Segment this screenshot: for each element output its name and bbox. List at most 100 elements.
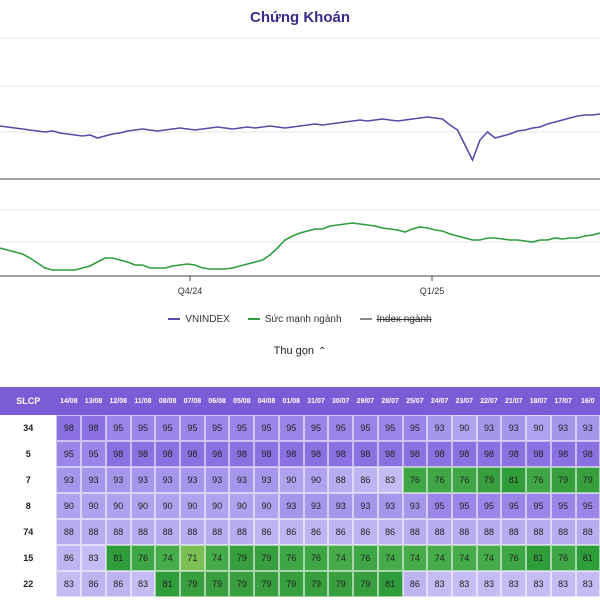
strength-cell: 95 (105, 415, 131, 441)
strength-cell: 74 (204, 545, 230, 571)
strength-cell: 93 (328, 493, 354, 519)
column-header-date: 22/07 (476, 387, 502, 415)
strength-cell: 93 (180, 467, 205, 493)
slcp-cell: 7 (0, 467, 57, 493)
strength-cell: 90 (278, 467, 304, 493)
strength-cell: 88 (130, 519, 156, 545)
strength-cell: 93 (254, 467, 279, 493)
strength-cell: 88 (402, 519, 428, 545)
strength-cell: 83 (81, 545, 106, 571)
column-header-date: 30/07 (328, 387, 354, 415)
table-row: 22 83 86 86 83 81 79 79 79 79 79 79 79 79 81 86 83 83 83 83… (0, 571, 600, 597)
column-header-date: 08/08 (155, 387, 181, 415)
strength-cell: 74 (377, 545, 403, 571)
column-header-date: 31/07 (303, 387, 329, 415)
strength-cell: 74 (427, 545, 452, 571)
strength-cell: 93 (81, 467, 106, 493)
strength-cell: 95 (155, 415, 181, 441)
strength-cell: 95 (501, 493, 527, 519)
legend-swatch-icon (247, 318, 260, 320)
column-header-date: 13/08 (81, 387, 106, 415)
table-row: 74 88 88 88 88 88 88 88 88 86 86 86 86 86 86 88 88 88 88 88… (0, 519, 600, 545)
column-header-date: 21/07 (501, 387, 527, 415)
strength-cell: 83 (526, 571, 551, 597)
page-title: Chứng Khoán (249, 9, 350, 26)
strength-cell: 86 (81, 571, 106, 597)
strength-cell: 98 (278, 441, 304, 467)
strength-cell: 95 (550, 493, 576, 519)
strength-cell: 95 (328, 415, 354, 441)
strength-cell: 81 (105, 545, 131, 571)
strength-cell: 90 (526, 415, 551, 441)
strength-cell: 79 (229, 571, 255, 597)
strength-cell: 90 (81, 493, 106, 519)
strength-cell: 93 (155, 467, 181, 493)
legend-label: Sức mạnh ngành (264, 313, 342, 325)
strength-cell: 93 (204, 467, 230, 493)
strength-cell: 93 (427, 415, 452, 441)
strength-cell: 88 (476, 519, 502, 545)
strength-cell: 90 (155, 493, 181, 519)
slcp-cell: 15 (0, 545, 57, 571)
strength-cell: 98 (451, 441, 477, 467)
strength-cell: 79 (204, 571, 230, 597)
strength-cell: 98 (130, 441, 156, 467)
strength-cell: 88 (204, 519, 230, 545)
slcp-cell: 22 (0, 571, 57, 597)
strength-cell: 81 (575, 545, 600, 571)
strength-cell: 90 (130, 493, 156, 519)
strength-cell: 95 (180, 415, 205, 441)
strength-cell: 79 (229, 545, 255, 571)
strength-cell: 86 (402, 571, 428, 597)
strength-cell: 93 (56, 467, 82, 493)
strength-cell: 98 (476, 441, 502, 467)
column-header-date: 17/07 (550, 387, 576, 415)
strength-cell: 79 (550, 467, 576, 493)
strength-cell: 86 (56, 545, 82, 571)
strength-cell: 93 (303, 493, 329, 519)
strength-cell: 86 (328, 519, 354, 545)
strength-cell: 79 (575, 467, 600, 493)
strength-cell: 98 (105, 441, 131, 467)
strength-cell: 83 (56, 571, 82, 597)
table-row: 34 98 98 95 95 95 95 95 95 95 95 95 95 95 95 95 93 90 93 93… (0, 415, 600, 441)
strength-cell: 93 (278, 493, 304, 519)
strength-cell: 95 (526, 493, 551, 519)
strength-cell: 86 (353, 519, 378, 545)
strength-cell: 90 (56, 493, 82, 519)
strength-cell: 98 (575, 441, 600, 467)
strength-cell: 88 (451, 519, 477, 545)
table-row: 7 93 93 93 93 93 93 93 93 93 90 90 88 86 83 76 76 76 79 81 7… (0, 467, 600, 493)
legend-label: VNINDEX (185, 313, 230, 325)
strength-cell: 98 (204, 441, 230, 467)
strength-cell: 86 (278, 519, 304, 545)
column-header-date: 01/08 (278, 387, 304, 415)
strength-cell: 74 (451, 545, 477, 571)
strength-cell: 81 (501, 467, 527, 493)
strength-cell: 98 (303, 441, 329, 467)
column-header-date: 18/07 (526, 387, 551, 415)
strength-cell: 76 (550, 545, 576, 571)
legend-item-industry-strength[interactable]: Sức mạnh ngành (247, 310, 342, 328)
series-line-0 (0, 113, 600, 162)
table-row: 8 90 90 90 90 90 90 90 90 90 93 93 93 93 93 93 95 95 95 95 9… (0, 493, 600, 519)
column-header-date: 05/08 (229, 387, 255, 415)
strength-cell: 76 (427, 467, 452, 493)
strength-cell: 88 (56, 519, 82, 545)
column-header-date: 28/07 (377, 387, 403, 415)
strength-cell: 90 (180, 493, 205, 519)
legend-item-vnindex[interactable]: VNINDEX (168, 310, 230, 328)
strength-cell: 88 (501, 519, 527, 545)
strength-cell: 88 (180, 519, 205, 545)
strength-cell: 79 (278, 571, 304, 597)
strength-cell: 95 (56, 441, 82, 467)
strength-cell: 90 (204, 493, 230, 519)
strength-cell: 88 (155, 519, 181, 545)
legend-item-industry-index[interactable]: Index ngành (359, 310, 432, 328)
strength-cell: 74 (402, 545, 428, 571)
strength-cell: 95 (402, 415, 428, 441)
slcp-cell: 34 (0, 415, 57, 441)
collapse-button[interactable]: Thu gọn ⌃ (0, 345, 600, 357)
line-chart: Q4/24 Q1/25 (0, 37, 600, 296)
strength-cell: 95 (353, 415, 378, 441)
